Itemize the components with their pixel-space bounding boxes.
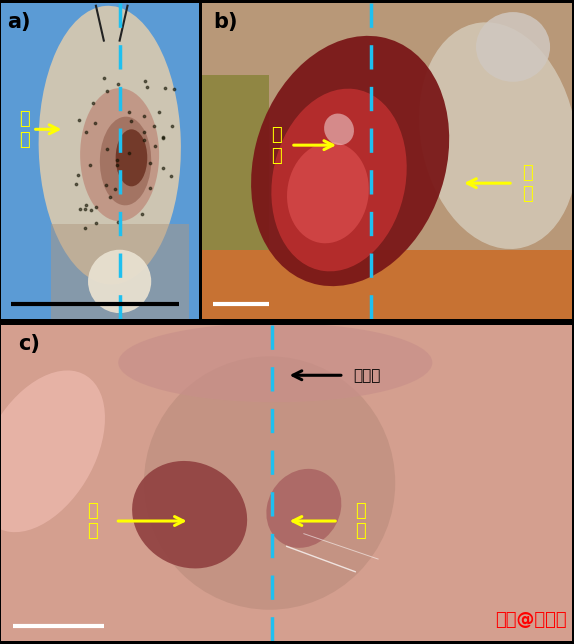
Point <box>154 107 163 117</box>
Text: 心
房: 心 房 <box>522 164 533 203</box>
Text: 心
室: 心 室 <box>20 110 30 149</box>
Ellipse shape <box>419 23 574 249</box>
Ellipse shape <box>132 461 247 569</box>
Ellipse shape <box>266 469 342 548</box>
Point <box>113 217 122 227</box>
Point <box>111 184 120 194</box>
Point <box>143 82 152 92</box>
Point <box>158 162 168 173</box>
Point <box>138 209 147 220</box>
Ellipse shape <box>476 12 550 82</box>
Ellipse shape <box>116 129 148 186</box>
Bar <box>202 75 269 250</box>
Ellipse shape <box>100 117 151 205</box>
Point <box>113 160 122 170</box>
Ellipse shape <box>38 6 181 285</box>
Point <box>75 204 84 214</box>
Ellipse shape <box>287 142 369 243</box>
Ellipse shape <box>272 89 407 271</box>
Point <box>92 202 101 213</box>
Point <box>73 170 83 180</box>
Point <box>146 183 155 193</box>
Ellipse shape <box>144 356 395 610</box>
Point <box>125 147 134 158</box>
Text: b): b) <box>213 12 238 32</box>
Point <box>127 115 136 126</box>
Point <box>103 86 112 96</box>
Bar <box>202 250 572 319</box>
Point <box>113 79 122 89</box>
Point <box>102 180 111 190</box>
Point <box>88 98 98 108</box>
Ellipse shape <box>80 88 159 221</box>
Point <box>139 135 149 145</box>
Point <box>86 160 95 170</box>
Point <box>74 115 83 125</box>
Point <box>82 127 91 137</box>
Point <box>72 179 81 189</box>
Point <box>124 107 133 117</box>
Point <box>160 82 169 93</box>
Text: 心
房: 心 房 <box>355 502 366 540</box>
Point <box>145 158 154 168</box>
Point <box>90 118 99 128</box>
Point <box>158 133 167 143</box>
Point <box>169 84 179 94</box>
Point <box>82 200 91 210</box>
Point <box>91 218 100 228</box>
Text: 正中線: 正中線 <box>353 368 381 383</box>
Bar <box>51 224 189 319</box>
Point <box>106 192 115 202</box>
Point <box>166 171 175 181</box>
Point <box>113 155 122 165</box>
Point <box>150 140 160 151</box>
Point <box>86 205 95 215</box>
Point <box>103 144 112 155</box>
Ellipse shape <box>88 250 151 313</box>
Point <box>99 73 108 83</box>
Point <box>81 222 90 232</box>
Point <box>139 127 149 137</box>
Point <box>140 76 149 86</box>
Text: a): a) <box>7 12 30 32</box>
Text: 心
室: 心 室 <box>271 126 281 165</box>
Text: 撮影@素人魂: 撮影@素人魂 <box>495 611 567 629</box>
Ellipse shape <box>118 323 432 402</box>
Point <box>149 120 158 131</box>
Ellipse shape <box>251 36 449 286</box>
Point <box>140 111 149 121</box>
Point <box>167 120 176 131</box>
Text: c): c) <box>18 334 40 354</box>
Ellipse shape <box>0 370 105 532</box>
Point <box>158 132 168 142</box>
Ellipse shape <box>414 370 574 583</box>
Point <box>80 204 89 214</box>
Text: 心
室: 心 室 <box>87 502 98 540</box>
Ellipse shape <box>324 113 354 145</box>
